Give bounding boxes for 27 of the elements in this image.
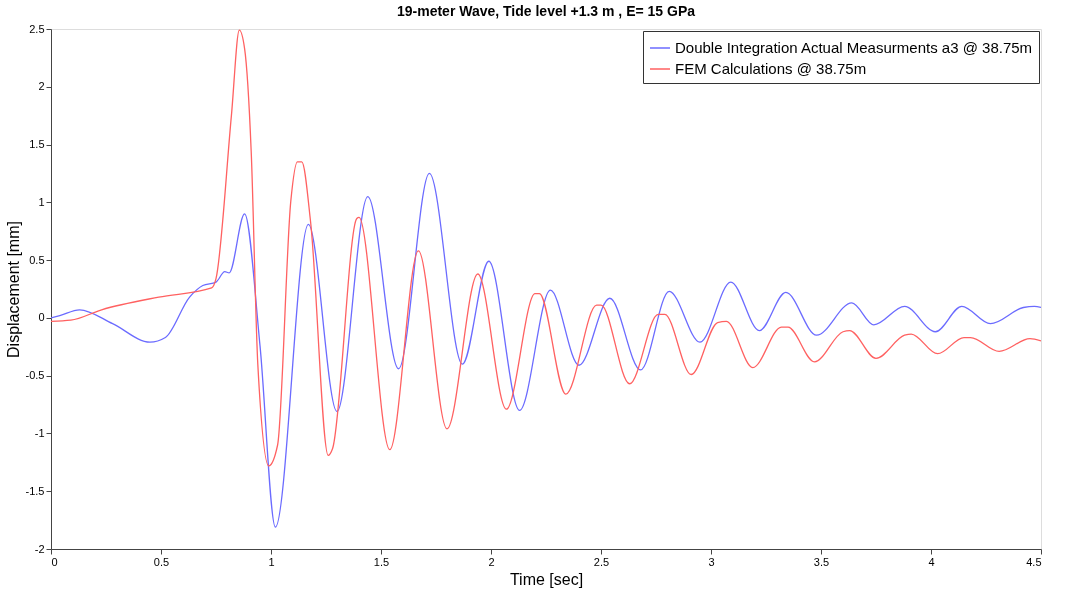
x-tick-label: 2: [488, 555, 495, 568]
x-tick-label: 3.5: [813, 555, 830, 568]
x-tick-label: 4: [928, 555, 935, 568]
x-tick-label: 1.5: [373, 555, 390, 568]
y-tick-label: 0.5: [29, 253, 45, 266]
x-tick-label: 3: [708, 555, 715, 568]
x-tick-label: 4.5: [1026, 555, 1042, 568]
y-tick-label: 1.5: [29, 138, 45, 151]
y-tick-label: -0.5: [25, 369, 45, 382]
x-axis-title: Time [sec]: [509, 570, 584, 588]
legend-label: FEM Calculations @ 38.75m: [675, 60, 867, 77]
y-tick-label: 1: [38, 195, 45, 208]
line-series: [51, 172, 1041, 528]
x-tick-label: 0: [51, 555, 58, 568]
y-tick-label: -1: [34, 426, 45, 439]
y-tick-label: 0: [38, 311, 45, 324]
y-tick-label: 2: [38, 80, 45, 93]
x-tick-label: 0.5: [153, 555, 170, 568]
chart-title: 19-meter Wave, Tide level +1.3 m , E= 15 GPa: [396, 3, 696, 19]
x-tick-label: 2.5: [593, 555, 610, 568]
y-tick-label: -2: [34, 542, 45, 555]
legend-label: Double Integration Actual Measurments a3 @ 38.75m: [675, 39, 1033, 56]
y-tick-label: 2.5: [29, 22, 45, 35]
y-tick-label: -1.5: [25, 484, 45, 497]
y-axis-title: Displacement [mm]: [4, 221, 22, 358]
x-tick-label: 1: [268, 555, 275, 568]
line-series: [51, 29, 1041, 467]
